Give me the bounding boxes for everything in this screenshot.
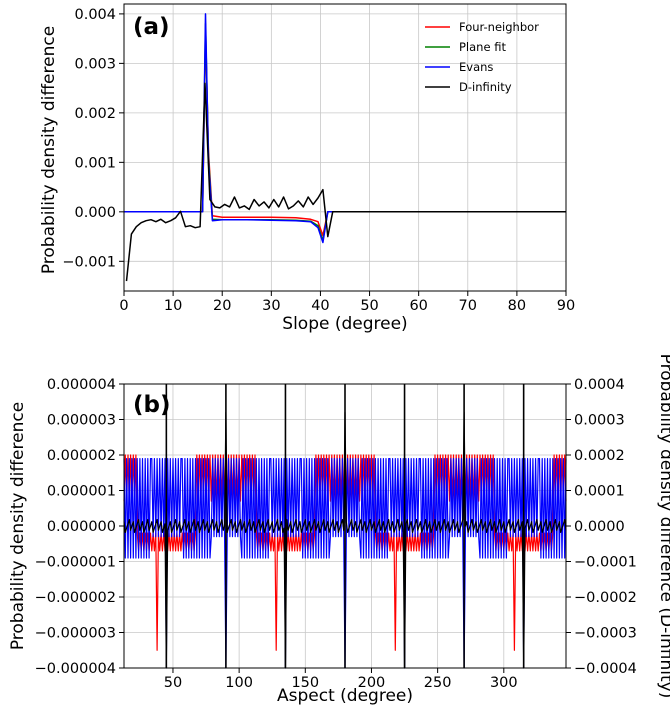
- panel-a-frame: [123, 3, 567, 292]
- panel-b-y-tick-label: 0.000002: [47, 448, 116, 464]
- legend-label: Plane fit: [459, 40, 506, 54]
- panel-b-x-tick-label: 100: [225, 675, 253, 691]
- panel-b-y-tick-label-right: −0.0004: [574, 661, 637, 677]
- panel-a-y-tick-label: 0.003: [74, 56, 116, 72]
- panel-b-y-label: Probability density difference: [8, 402, 28, 650]
- panel-a-x-tick-label: 0: [119, 298, 128, 314]
- series-line-plane-fit: [124, 23, 566, 242]
- panel-b-y-tick-label: −0.000002: [35, 590, 116, 606]
- panel-a-x-tick-label: 30: [262, 298, 280, 314]
- panel-a-y-tick-label: 0.004: [74, 7, 116, 23]
- panel-a-y-ticks: −0.001 0.000 0.001 0.002 0.003 0.004: [62, 7, 124, 270]
- panel-b-x-label: Aspect (degree): [277, 686, 413, 706]
- panel-a-tag: (a): [133, 14, 170, 40]
- panel-a-x-tick-label: 40: [311, 298, 329, 314]
- panel-b-x-tick-label: 50: [164, 675, 182, 691]
- panel-a-x-tick-label: 10: [164, 298, 182, 314]
- legend-label: D-infinity: [459, 80, 512, 94]
- panel-a-y-tick-label: 0.000: [74, 205, 116, 221]
- panel-b-y-tick-label-right: 0.0000: [574, 519, 625, 535]
- legend-label: Four-neighbor: [459, 20, 539, 34]
- panel-a-x-tick-label: 20: [213, 298, 231, 314]
- panel-b-y-tick-label: 0.000003: [47, 413, 116, 429]
- panel-b-y-tick-label-right: −0.0003: [574, 626, 637, 642]
- panel-a-legend: Four-neighbor Plane fit Evans D-infinity: [425, 20, 539, 94]
- panel-a-x-ticks: 0 10 20 30 40 50 60 70 80 90: [119, 291, 575, 314]
- legend-label: Evans: [459, 60, 493, 74]
- panel-b-y-ticks: −0.000004 −0.000003 −0.000002 −0.000001 0.00…: [35, 377, 124, 677]
- panel-a-x-tick-label: 80: [508, 298, 526, 314]
- panel-b-y-tick-label: 0.000000: [47, 519, 116, 535]
- panel-b-y-ticks-right: −0.0004 −0.0003 −0.0002 −0.0001 0.0000 0.0001…: [566, 377, 637, 677]
- panel-b-y-tick-label-right: 0.0003: [574, 413, 625, 429]
- panel-a-y-tick-label: 0.002: [74, 106, 116, 122]
- panel-a-series: [124, 13, 566, 282]
- panel-a-y-tick-label: −0.001: [62, 254, 116, 270]
- panel-b-x-tick-label: 300: [490, 675, 518, 691]
- panel-b: 50 100 150 200 250 300 −0.000004−0.000003−0.0…: [8, 354, 670, 706]
- panel-b-y-tick-label: −0.000001: [35, 555, 116, 571]
- panel-b-y-tick-label-right: 0.0001: [574, 484, 625, 500]
- panel-b-x-tick-label: 200: [358, 675, 386, 691]
- panel-b-y-tick-label: −0.000003: [35, 626, 116, 642]
- panel-b-y-tick-label-right: −0.0002: [574, 590, 637, 606]
- series-line-d-infinity: [125, 82, 566, 282]
- panel-b-y-tick-label: 0.000004: [47, 377, 116, 393]
- panel-a-y-label: Probability density difference: [39, 26, 59, 274]
- panel-b-y-label-right: Probability density difference (D-infini…: [656, 354, 670, 699]
- panel-b-y-tick-label-right: 0.0002: [574, 448, 625, 464]
- panel-b-series: [123, 384, 567, 669]
- panel-a-x-tick-label: 90: [557, 298, 575, 314]
- panel-b-x-tick-label: 250: [424, 675, 452, 691]
- panel-a: 0 10 20 30 40 50 60 70 80 90 −0.001 0.000 0.001 0.00…: [39, 3, 575, 334]
- panel-b-y-tick-label-right: 0.0004: [574, 377, 625, 393]
- panel-b-x-ticks: 50 100 150 200 250 300: [164, 668, 518, 691]
- panel-a-x-tick-label: 60: [409, 298, 427, 314]
- panel-b-y-tick-label: 0.000001: [47, 484, 116, 500]
- panel-a-x-tick-label: 70: [459, 298, 477, 314]
- panel-b-y-tick-label: −0.000004: [35, 661, 116, 677]
- panel-a-x-label: Slope (degree): [282, 314, 407, 334]
- panel-b-tag: (b): [133, 392, 171, 418]
- panel-a-y-tick-label: 0.001: [74, 155, 116, 171]
- series-line-four-neighbor: [124, 32, 566, 237]
- panel-a-x-tick-label: 50: [360, 298, 378, 314]
- panel-b-y-tick-label-right: −0.0001: [574, 555, 637, 571]
- panel-b-x-tick-label: 150: [291, 675, 319, 691]
